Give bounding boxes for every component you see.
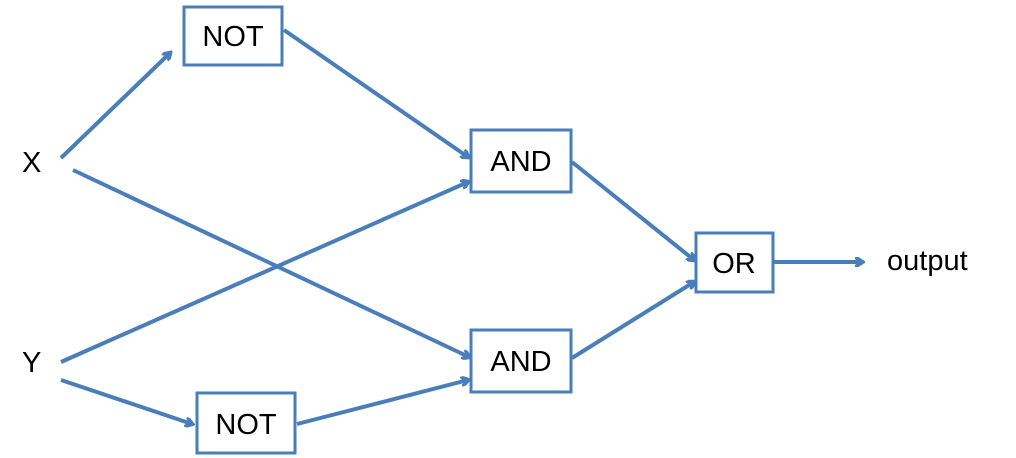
output-label: output — [887, 245, 968, 277]
not-gate-bottom: NOT — [195, 391, 297, 455]
and-gate-top: AND — [469, 128, 573, 194]
or-gate-label: OR — [712, 248, 756, 280]
edge-not-bottom-to-and-bottom — [296, 380, 468, 426]
edge-y-to-and-top — [60, 182, 468, 364]
edge-x-to-not-top — [59, 53, 170, 160]
and-gate-bottom: AND — [469, 328, 573, 394]
not-gate-top-label: NOT — [202, 21, 264, 53]
edge-y-to-not-bottom — [60, 378, 192, 424]
edge-not-top-to-and-top — [282, 28, 468, 157]
not-gate-bottom-label: NOT — [215, 409, 277, 441]
edge-and-bottom-to-or — [570, 282, 694, 360]
input-y-label: Y — [22, 347, 41, 379]
and-gate-bottom-label: AND — [490, 346, 551, 378]
or-gate: OR — [694, 231, 775, 294]
and-gate-top-label: AND — [490, 146, 551, 178]
edge-and-top-to-or — [570, 160, 694, 260]
not-gate-top: NOT — [182, 5, 284, 67]
input-x-label: X — [22, 147, 41, 179]
edge-x-to-and-bottom — [72, 168, 469, 357]
